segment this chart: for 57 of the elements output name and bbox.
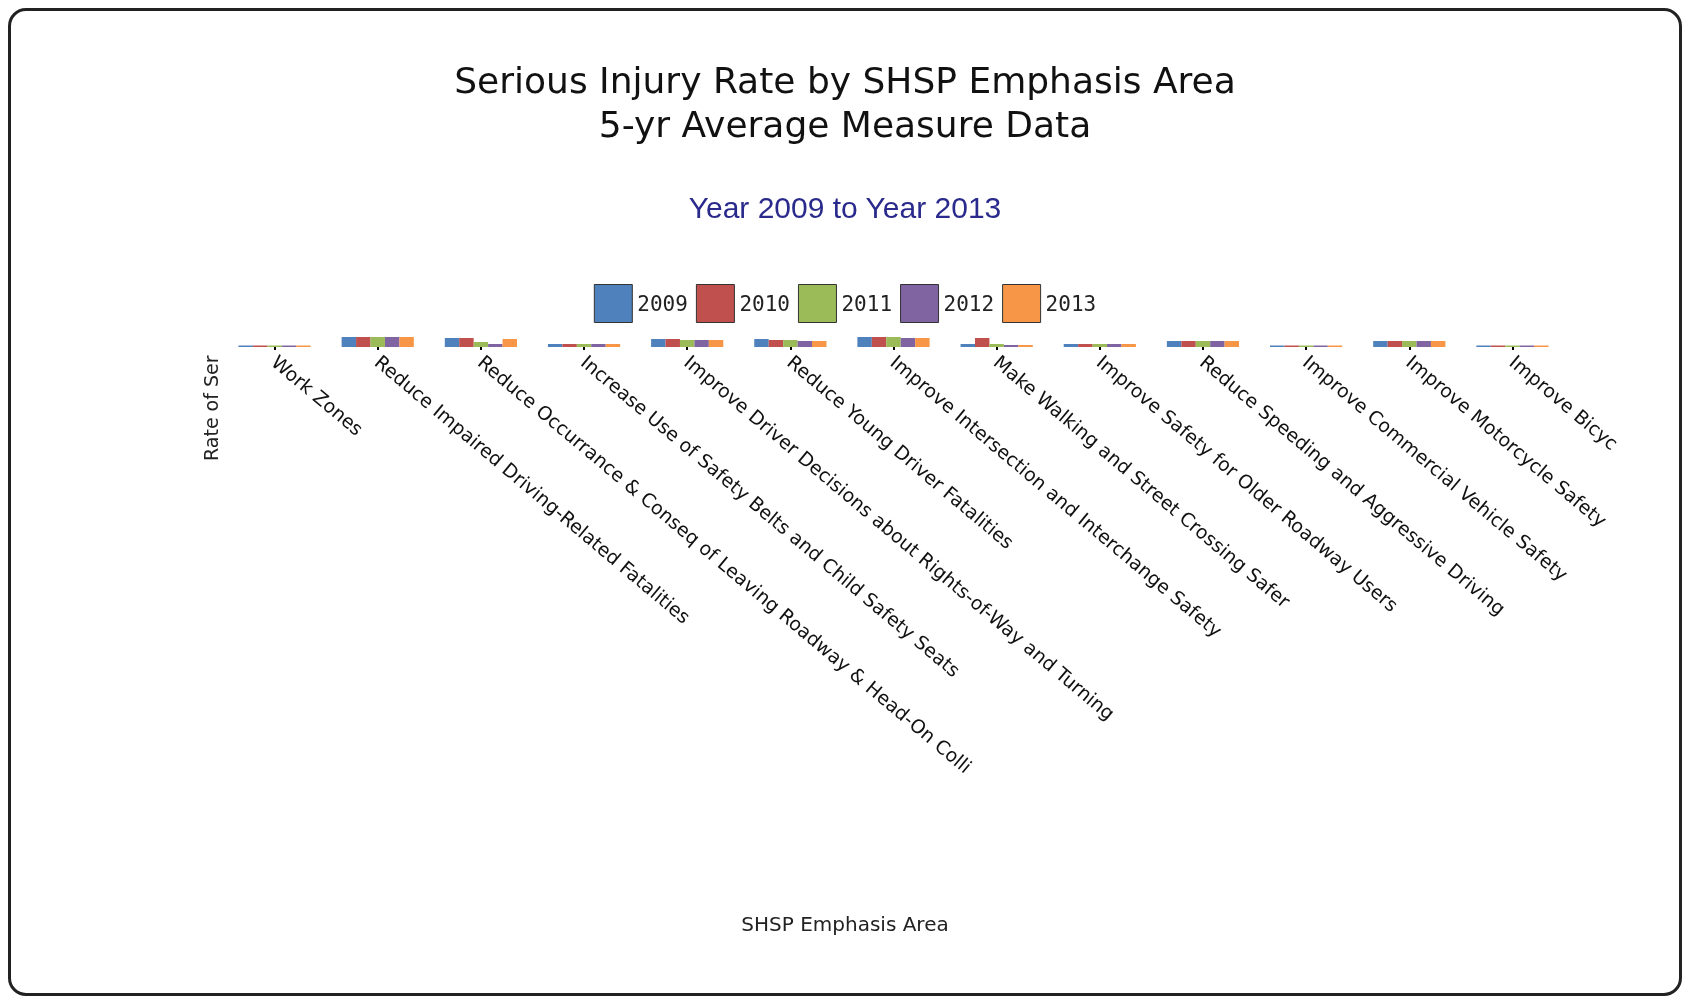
- bar: [783, 340, 798, 347]
- bar: [871, 337, 887, 347]
- bar: [1430, 341, 1446, 347]
- bar: [1166, 341, 1182, 347]
- bar: [1121, 344, 1136, 347]
- legend-label: 2012: [943, 291, 995, 316]
- bar: [399, 337, 414, 347]
- bar: [900, 338, 916, 347]
- bar: [974, 338, 990, 347]
- bar: [1224, 341, 1240, 347]
- bar: [1181, 341, 1196, 347]
- bar: [341, 337, 357, 347]
- bar: [1092, 344, 1108, 347]
- text: SHSP Emphasis Area: [741, 912, 949, 936]
- bar: [768, 340, 784, 347]
- legend-label: 2013: [1045, 291, 1097, 316]
- bar: [562, 344, 577, 347]
- legend-label: 2010: [739, 291, 790, 316]
- bar: [356, 337, 371, 347]
- bar: [1402, 341, 1417, 347]
- bar: [1210, 341, 1225, 347]
- bar: [459, 338, 474, 347]
- bar: [857, 337, 872, 347]
- bar: [444, 338, 460, 347]
- legend-label: 2009: [637, 291, 688, 316]
- bar: [1078, 344, 1093, 347]
- bar: [886, 337, 901, 347]
- bar: [679, 340, 695, 347]
- bar: [1107, 344, 1122, 347]
- bar: [576, 344, 592, 347]
- bar: [989, 344, 1004, 347]
- bar: [502, 339, 517, 347]
- bar: [960, 344, 975, 347]
- bar: [1416, 341, 1431, 347]
- bar: [370, 337, 385, 347]
- bar: [473, 342, 489, 347]
- bar: [915, 338, 930, 347]
- bar: [488, 344, 503, 347]
- bar: [1373, 341, 1388, 347]
- bar: [665, 339, 680, 347]
- bar: [651, 339, 666, 347]
- bar: [754, 339, 769, 347]
- bar: [1195, 341, 1211, 347]
- bar: [708, 340, 724, 347]
- bar: [812, 341, 827, 347]
- bar: [1387, 341, 1403, 347]
- bar: [797, 341, 813, 347]
- bar: [1063, 344, 1079, 347]
- bar: [591, 344, 606, 347]
- bar: [384, 337, 400, 347]
- bar: [605, 344, 621, 347]
- bar: [694, 340, 709, 347]
- chart-subtitle: Year 2009 to Year 2013: [688, 190, 1002, 224]
- y-axis-title: Rate of Ser: [199, 355, 222, 461]
- bar: [547, 344, 563, 347]
- chart-title: Serious Injury Rate by SHSP Emphasis Area 5-yr Average Measure Data: [454, 59, 1236, 145]
- legend-label: 2011: [841, 291, 893, 316]
